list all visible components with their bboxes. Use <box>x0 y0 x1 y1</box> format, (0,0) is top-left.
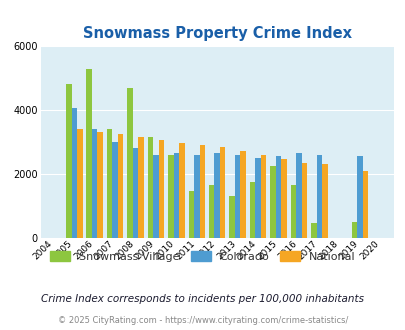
Text: Crime Index corresponds to incidents per 100,000 inhabitants: Crime Index corresponds to incidents per… <box>41 294 364 304</box>
Bar <box>214 153 220 238</box>
Bar <box>255 158 260 238</box>
Bar <box>112 142 117 238</box>
Bar <box>275 156 281 238</box>
Bar <box>316 155 321 238</box>
Bar <box>158 140 164 238</box>
Bar <box>117 134 123 238</box>
Bar <box>310 223 316 238</box>
Bar <box>356 156 362 238</box>
Bar <box>301 163 307 238</box>
Bar <box>362 171 367 238</box>
Bar <box>234 155 240 238</box>
Bar <box>132 148 138 238</box>
Bar <box>194 155 199 238</box>
Bar <box>173 153 179 238</box>
Bar <box>138 137 143 238</box>
Title: Snowmass Property Crime Index: Snowmass Property Crime Index <box>83 26 351 41</box>
Bar <box>321 164 327 238</box>
Bar <box>97 132 103 238</box>
Bar <box>66 84 71 238</box>
Bar <box>92 129 97 238</box>
Bar <box>168 155 173 238</box>
Bar <box>188 191 194 238</box>
Bar <box>260 155 266 238</box>
Bar <box>179 144 184 238</box>
Bar <box>153 155 158 238</box>
Legend: Snowmass Village, Colorado, National: Snowmass Village, Colorado, National <box>45 247 360 267</box>
Bar <box>295 153 301 238</box>
Bar <box>86 69 92 238</box>
Bar <box>71 108 77 238</box>
Bar <box>290 185 295 238</box>
Bar <box>107 129 112 238</box>
Bar <box>147 137 153 238</box>
Text: © 2025 CityRating.com - https://www.cityrating.com/crime-statistics/: © 2025 CityRating.com - https://www.city… <box>58 316 347 325</box>
Bar <box>220 147 225 238</box>
Bar <box>240 151 245 238</box>
Bar <box>249 182 255 238</box>
Bar <box>281 159 286 238</box>
Bar <box>77 129 82 238</box>
Bar <box>270 166 275 238</box>
Bar <box>199 145 205 238</box>
Bar <box>127 88 132 238</box>
Bar <box>351 222 356 238</box>
Bar <box>229 196 234 238</box>
Bar <box>209 185 214 238</box>
